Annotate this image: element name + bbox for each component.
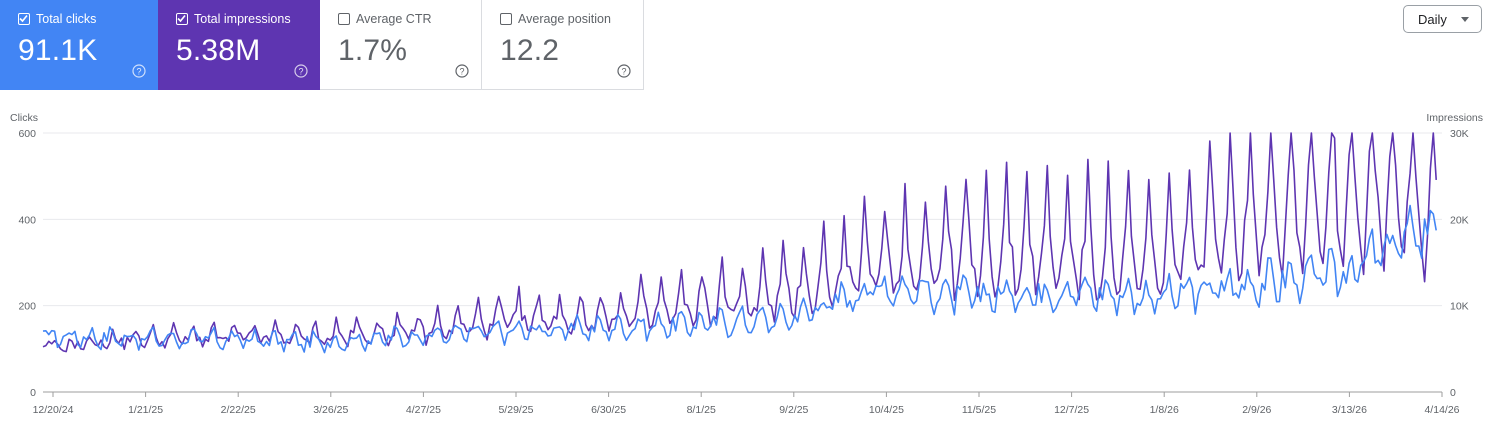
svg-text:?: ? — [459, 66, 464, 76]
help-icon[interactable]: ? — [294, 64, 308, 78]
granularity-label: Daily — [1418, 12, 1447, 27]
x-tick-label: 8/1/25 — [687, 404, 716, 416]
average-ctr-card[interactable]: Average CTR 1.7% ? — [320, 0, 482, 90]
right-axis-label: Impressions — [1426, 112, 1483, 124]
average-position-label: Average position — [518, 12, 611, 26]
x-tick-label: 10/4/25 — [869, 404, 904, 416]
left-tick-label: 0 — [30, 387, 36, 399]
right-tick-label: 10K — [1450, 301, 1469, 313]
total-impressions-card[interactable]: Total impressions 5.38M ? — [158, 0, 320, 90]
average-position-value: 12.2 — [500, 34, 560, 67]
metric-cards: Total clicks 91.1K ? Total impressions 5… — [0, 0, 644, 90]
caret-down-icon — [1461, 17, 1469, 22]
clicks-series-line — [42, 204, 1437, 354]
right-tick-label: 20K — [1450, 214, 1469, 226]
x-tick-label: 6/30/25 — [591, 404, 626, 416]
svg-text:?: ? — [136, 66, 141, 76]
left-tick-label: 600 — [18, 128, 36, 140]
total-clicks-value: 91.1K — [18, 34, 98, 67]
left-axis-label: Clicks — [10, 112, 38, 124]
x-tick-label: 12/20/24 — [33, 404, 74, 416]
svg-text:?: ? — [621, 66, 626, 76]
impressions-series-line — [42, 132, 1437, 353]
right-tick-label: 0 — [1450, 387, 1456, 399]
x-tick-label: 1/8/26 — [1150, 404, 1179, 416]
left-tick-label: 200 — [18, 301, 36, 313]
total-clicks-label: Total clicks — [36, 12, 97, 26]
x-tick-label: 9/2/25 — [779, 404, 808, 416]
x-tick-label: 2/9/26 — [1242, 404, 1271, 416]
checkbox-icon[interactable] — [338, 13, 350, 25]
svg-text:?: ? — [298, 66, 303, 76]
x-tick-label: 3/13/26 — [1332, 404, 1367, 416]
x-tick-label: 3/26/25 — [313, 404, 348, 416]
help-icon[interactable]: ? — [132, 64, 146, 78]
average-position-card[interactable]: Average position 12.2 ? — [482, 0, 644, 90]
series-lines — [42, 132, 1437, 354]
total-clicks-card[interactable]: Total clicks 91.1K ? — [0, 0, 158, 90]
x-axis-ticks: 12/20/24 1/21/25 2/22/25 3/26/25 4/27/25 5/29… — [33, 392, 1460, 416]
left-axis-ticks: 0 200 400 600 — [18, 128, 36, 399]
checkbox-icon[interactable] — [18, 13, 30, 25]
checkbox-icon[interactable] — [500, 13, 512, 25]
total-impressions-value: 5.38M — [176, 34, 261, 67]
granularity-dropdown[interactable]: Daily — [1403, 5, 1482, 33]
average-ctr-label: Average CTR — [356, 12, 432, 26]
help-icon[interactable]: ? — [617, 64, 631, 78]
x-tick-label: 1/21/25 — [128, 404, 163, 416]
x-tick-label: 2/22/25 — [221, 404, 256, 416]
right-tick-label: 30K — [1450, 128, 1469, 140]
x-tick-label: 4/27/25 — [406, 404, 441, 416]
average-ctr-value: 1.7% — [338, 34, 408, 67]
checkbox-icon[interactable] — [176, 13, 188, 25]
x-tick-label: 4/14/26 — [1424, 404, 1459, 416]
x-tick-label: 12/7/25 — [1054, 404, 1089, 416]
help-icon[interactable]: ? — [455, 64, 469, 78]
total-impressions-label: Total impressions — [194, 12, 291, 26]
right-axis-ticks: 0 10K 20K 30K — [1450, 128, 1469, 399]
x-tick-label: 5/29/25 — [498, 404, 533, 416]
left-tick-label: 400 — [18, 214, 36, 226]
x-tick-label: 11/5/25 — [962, 404, 996, 416]
